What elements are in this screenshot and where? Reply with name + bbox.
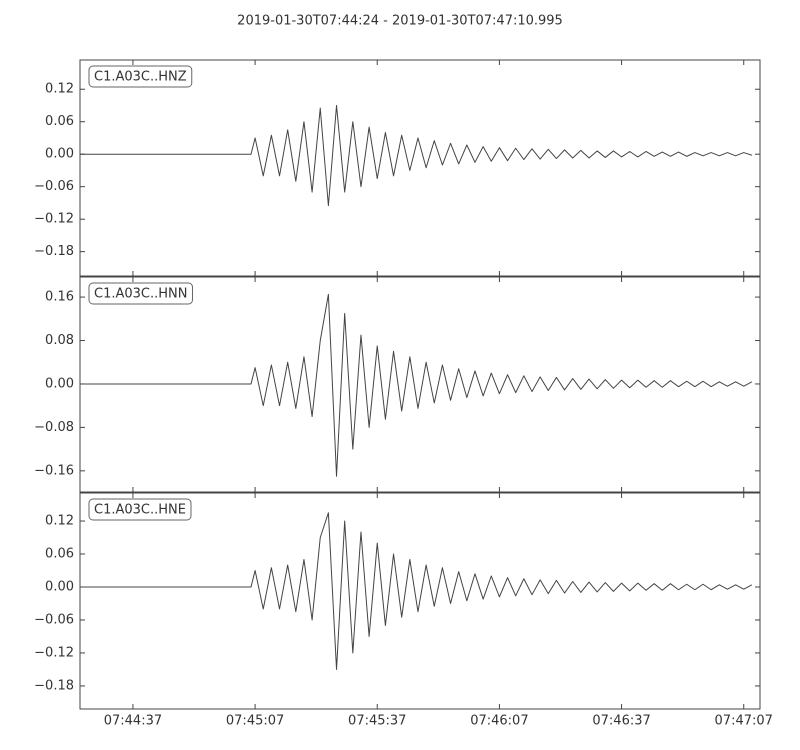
trace-label-box bbox=[88, 65, 193, 88]
waveform bbox=[80, 104, 753, 207]
waveform bbox=[80, 512, 753, 670]
y-tick-label: 0.00 bbox=[45, 579, 74, 594]
x-tick-label: 07:47:07 bbox=[715, 714, 773, 729]
y-tick-label: 0.06 bbox=[45, 547, 74, 562]
y-tick-label: 0.06 bbox=[45, 114, 74, 129]
panel-frame bbox=[79, 492, 761, 710]
y-tick-label: 0.08 bbox=[45, 333, 74, 348]
y-tick-label: 0.00 bbox=[45, 376, 74, 391]
y-tick-label: −0.06 bbox=[34, 179, 74, 194]
panel-frame bbox=[79, 59, 761, 277]
y-tick-label: 0.16 bbox=[45, 290, 74, 305]
y-tick-label: −0.16 bbox=[34, 463, 74, 478]
trace-label: C1.A03C..HNZ bbox=[94, 70, 187, 85]
x-tick-label: 07:45:07 bbox=[226, 714, 284, 729]
y-tick-label: 0.12 bbox=[45, 514, 74, 529]
waveform bbox=[80, 293, 753, 477]
y-tick-label: −0.08 bbox=[34, 420, 74, 435]
trace-label: C1.A03C..HNN bbox=[94, 287, 187, 302]
trace-label-box bbox=[88, 282, 193, 305]
chart-title: 2019-01-30T07:44:24 - 2019-01-30T07:47:1… bbox=[237, 14, 563, 29]
trace-label: C1.A03C..HNE bbox=[94, 503, 186, 518]
y-tick-label: −0.18 bbox=[34, 244, 74, 259]
y-tick-label: −0.12 bbox=[34, 645, 74, 660]
y-tick-label: 0.00 bbox=[45, 147, 74, 162]
y-tick-label: −0.18 bbox=[34, 678, 74, 693]
x-tick-label: 07:45:37 bbox=[348, 714, 406, 729]
x-tick-label: 07:46:07 bbox=[470, 714, 528, 729]
y-tick-label: −0.06 bbox=[34, 612, 74, 627]
y-tick-label: −0.12 bbox=[34, 212, 74, 227]
panel-frame bbox=[79, 276, 761, 493]
y-tick-label: 0.12 bbox=[45, 82, 74, 97]
x-tick-label: 07:46:37 bbox=[592, 714, 650, 729]
trace-label-box bbox=[88, 498, 192, 521]
x-tick-label: 07:44:37 bbox=[104, 714, 162, 729]
